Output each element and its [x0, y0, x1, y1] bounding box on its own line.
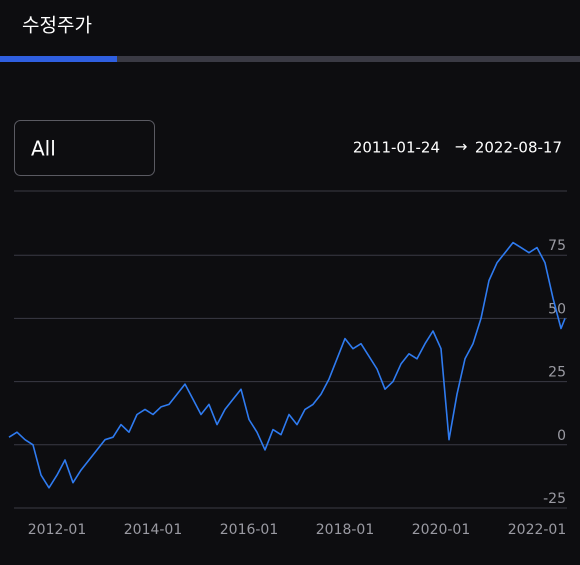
y-tick-label: 50 [548, 301, 566, 317]
y-tick-label: 75 [548, 238, 566, 254]
y-tick-label: 25 [548, 365, 566, 381]
progress-fill [0, 56, 117, 62]
start-date: 2011-01-24 [353, 139, 440, 157]
x-tick-label: 2016-01 [220, 522, 279, 538]
price-line [8, 241, 566, 489]
progress-track [0, 56, 580, 62]
x-tick-label: 2020-01 [412, 522, 471, 538]
date-arrow: → [455, 138, 468, 156]
end-date: 2022-08-17 [475, 139, 562, 157]
range-select[interactable] [14, 120, 155, 176]
page-title: 수정주가 [22, 15, 92, 37]
y-tick-label: -25 [543, 491, 566, 507]
x-tick-label: 2012-01 [28, 522, 87, 538]
x-tick-label: 2022-01 [508, 522, 567, 538]
y-tick-label: 0 [557, 428, 566, 444]
range-label[interactable]: All [31, 137, 56, 161]
x-tick-label: 2014-01 [124, 522, 183, 538]
x-tick-label: 2018-01 [316, 522, 375, 538]
